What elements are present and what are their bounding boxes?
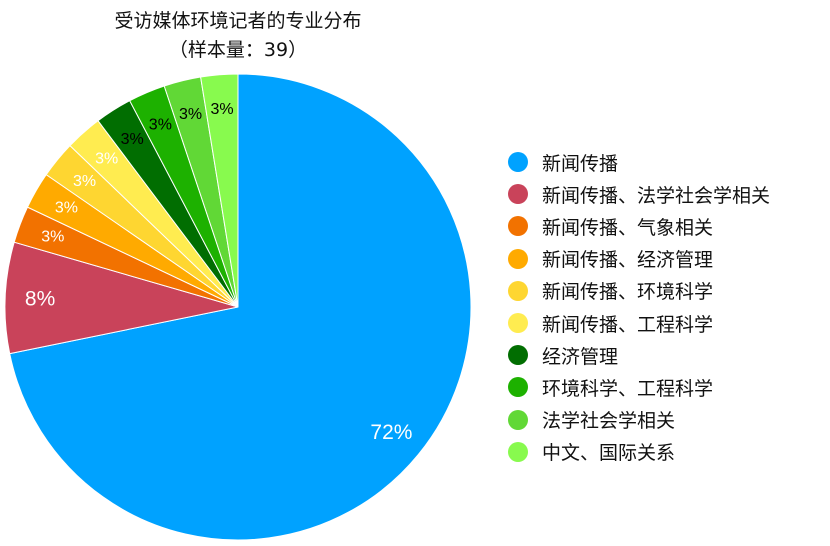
- legend-swatch: [508, 152, 528, 173]
- legend-label: 新闻传播、环境科学: [542, 281, 714, 304]
- legend-item: 经济管理: [508, 339, 770, 371]
- pie-slice: [200, 73, 239, 308]
- legend-swatch: [508, 345, 528, 366]
- legend-label: 中文、国际关系: [542, 442, 676, 465]
- data-label: 72%: [370, 421, 412, 444]
- legend: 新闻传播新闻传播、法学社会学相关 新闻传播、气象相关 新闻传播、经济管理 新闻传播、环…: [508, 146, 770, 468]
- legend-swatch: [508, 409, 528, 430]
- legend-swatch: [508, 441, 528, 462]
- legend-item: 新闻传播、经济管理: [508, 243, 770, 275]
- legend-label: 新闻传播、气象相关: [542, 216, 714, 239]
- data-label: 3%: [211, 101, 234, 118]
- legend-label: 新闻传播、法学社会学相关: [542, 184, 771, 207]
- legend-label: 新闻传播、工程科学: [542, 313, 714, 336]
- legend-item: 环境科学、工程科学: [508, 371, 770, 403]
- data-label: 3%: [149, 116, 172, 133]
- legend-swatch: [508, 313, 528, 334]
- legend-item: 新闻传播、法学社会学相关: [508, 178, 770, 210]
- data-label: 8%: [25, 288, 55, 311]
- legend-item: 新闻传播、工程科学: [508, 307, 770, 339]
- data-label: 3%: [179, 106, 202, 123]
- legend-label: 新闻传播: [542, 152, 619, 175]
- pie-slice: [9, 73, 472, 541]
- legend-label: 新闻传播、经济管理: [542, 249, 714, 272]
- legend-swatch: [508, 184, 528, 205]
- legend-swatch: [508, 377, 528, 398]
- pie-slice: [4, 241, 239, 355]
- data-label: 3%: [121, 131, 144, 148]
- data-label: 3%: [95, 150, 118, 167]
- legend-swatch: [508, 280, 528, 301]
- chart-title: 受访媒体环境记者的专业分布: [114, 10, 362, 32]
- legend-item: 新闻传播、气象相关: [508, 210, 770, 242]
- chart-subtitle: （样本量：39）: [168, 39, 308, 61]
- legend-item: 中文、国际关系: [508, 436, 770, 468]
- data-label: 3%: [55, 199, 78, 216]
- legend-item: 新闻传播、环境科学: [508, 275, 770, 307]
- data-label: 3%: [41, 228, 64, 245]
- legend-item: 法学社会学相关: [508, 404, 770, 436]
- data-label: 3%: [73, 173, 96, 190]
- legend-label: 经济管理: [542, 345, 619, 368]
- legend-label: 环境科学、工程科学: [542, 377, 714, 400]
- legend-swatch: [508, 248, 528, 269]
- legend-label: 法学社会学相关: [542, 410, 676, 433]
- legend-item: 新闻传播: [508, 146, 770, 178]
- legend-swatch: [508, 216, 528, 237]
